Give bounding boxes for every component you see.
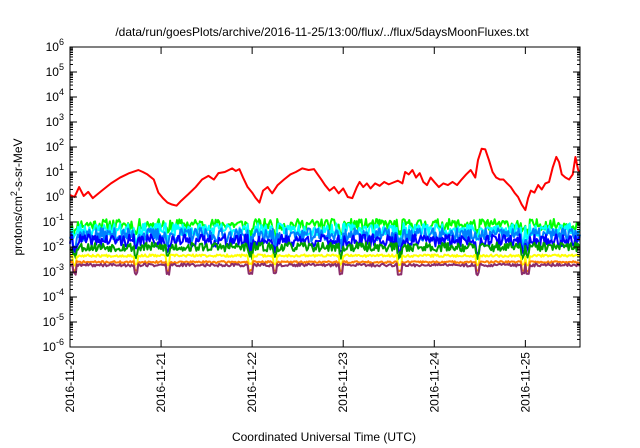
series-line xyxy=(69,260,581,273)
plot-frame xyxy=(69,46,581,348)
y-axis-label-part-1: protons/cm xyxy=(11,196,25,255)
series-line xyxy=(69,262,581,277)
x-tick-label: 2016-11-21 xyxy=(154,352,168,413)
y-tick-label: 10-2 xyxy=(43,237,64,254)
series-line xyxy=(69,222,581,246)
x-tick-label: 2016-11-23 xyxy=(336,352,350,413)
y-tick-label: 105 xyxy=(46,62,64,79)
y-axis-label-part-2: -s-sr-MeV xyxy=(11,138,25,191)
series-line xyxy=(69,227,581,252)
y-tick-label: 104 xyxy=(46,87,64,104)
y-tick-label: 10-1 xyxy=(43,212,64,229)
series-line xyxy=(69,147,581,212)
x-axis-label: Coordinated Universal Time (UTC) xyxy=(232,430,416,444)
y-axis-ticks: 10-6 10-5 10-4 10-3 10-2 10-1 100 101 102 103 104 1… xyxy=(43,37,580,354)
y-tick-label: 10-3 xyxy=(43,262,64,279)
series-line xyxy=(69,253,581,267)
x-tick-label: 2016-11-20 xyxy=(63,352,77,413)
y-axis-label-superscript: 2 xyxy=(9,191,19,196)
y-tick-label: 106 xyxy=(46,37,64,54)
x-tick-label: 2016-11-25 xyxy=(518,352,532,413)
x-tick-label: 2016-11-22 xyxy=(245,352,259,413)
y-tick-label: 10-5 xyxy=(43,312,64,329)
chart-title: /data/run/goesPlots/archive/2016-11-25/1… xyxy=(115,25,529,39)
y-tick-label: 10-4 xyxy=(43,287,64,304)
series-line xyxy=(69,241,581,261)
series-layer xyxy=(69,147,581,277)
y-tick-label: 10-6 xyxy=(43,337,64,354)
x-axis-ticks: 2016-11-20 2016-11-21 2016-11-22 2016-11-23… xyxy=(63,47,532,413)
y-tick-label: 103 xyxy=(46,112,64,129)
y-tick-label: 101 xyxy=(46,162,64,179)
y-tick-label: 102 xyxy=(46,137,64,154)
x-tick-label: 2016-11-24 xyxy=(427,352,441,413)
y-axis-label: protons/cm2-s-sr-MeV xyxy=(9,138,25,255)
y-tick-label: 100 xyxy=(46,187,64,204)
